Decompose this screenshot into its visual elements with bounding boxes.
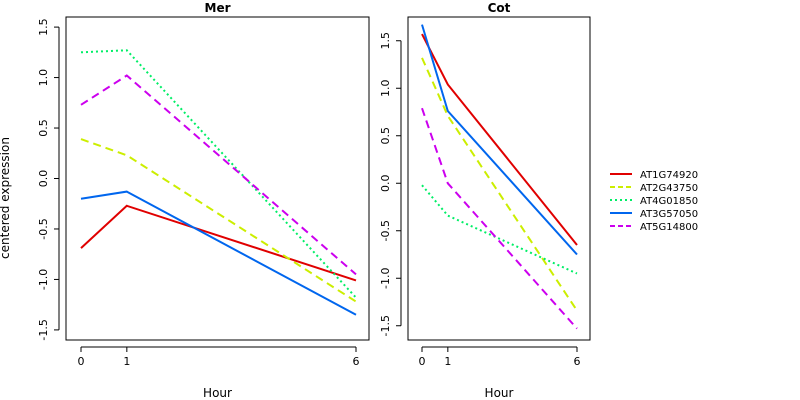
series-line-at2g43750: [80, 138, 357, 303]
y-tick-label: 0.0: [379, 175, 392, 193]
y-tick-label: -0.5: [379, 220, 392, 241]
y-tick-label: 0.0: [37, 170, 50, 188]
y-tick-label: -1.5: [379, 315, 392, 336]
panel-title: Mer: [205, 1, 231, 15]
panel-title: Cot: [488, 1, 511, 15]
x-tick-label: 0: [78, 355, 85, 368]
series-line-at3g57050: [80, 190, 357, 316]
x-axis-label: Hour: [203, 386, 232, 400]
series-line-at5g14800: [80, 74, 357, 276]
y-tick-label: -1.5: [37, 319, 50, 340]
series-line-at3g57050: [421, 24, 578, 256]
legend: AT1G74920 AT2G43750 AT4G01850 AT3G57050 AT5G…: [610, 170, 698, 233]
series-line-at4g01850: [80, 49, 357, 299]
series-line-at1g74920: [80, 204, 357, 282]
plot-frame: [65, 16, 370, 341]
x-tick-label: 6: [574, 355, 581, 368]
legend-label: AT5G14800: [640, 222, 698, 233]
x-axis-label: Hour: [485, 386, 514, 400]
panel-mer: Mer -1.5 -1.0 -0.5 0.0 0.5 1.0 1.5 0 1 6 Hour: [37, 1, 370, 400]
y-axis-label: centered expression: [0, 137, 12, 259]
x-tick-label: 0: [419, 355, 426, 368]
y-tick-label: 1.5: [379, 32, 392, 50]
x-tick-label: 1: [444, 355, 451, 368]
x-tick-label: 6: [353, 355, 360, 368]
y-tick-label: 0.5: [379, 127, 392, 145]
y-tick-label: 1.0: [379, 80, 392, 98]
y-tick-label: -0.5: [37, 218, 50, 239]
y-tick-label: -1.0: [37, 269, 50, 290]
y-tick-label: 1.0: [37, 69, 50, 87]
y-tick-label: 0.5: [37, 119, 50, 137]
series-line-at5g14800: [421, 107, 578, 330]
x-tick-label: 1: [123, 355, 130, 368]
y-tick-label: 1.5: [37, 18, 50, 36]
legend-label: AT2G43750: [640, 183, 698, 194]
legend-label: AT4G01850: [640, 196, 698, 207]
y-tick-label: -1.0: [379, 268, 392, 289]
plot-frame: [407, 16, 591, 341]
legend-label: AT3G57050: [640, 209, 698, 220]
panel-cot: Cot -1.5 -1.0 -0.5 0.0 0.5 1.0 1.5 0 1 6 Hour: [379, 1, 591, 400]
series-line-at2g43750: [421, 57, 578, 312]
legend-label: AT1G74920: [640, 170, 698, 181]
